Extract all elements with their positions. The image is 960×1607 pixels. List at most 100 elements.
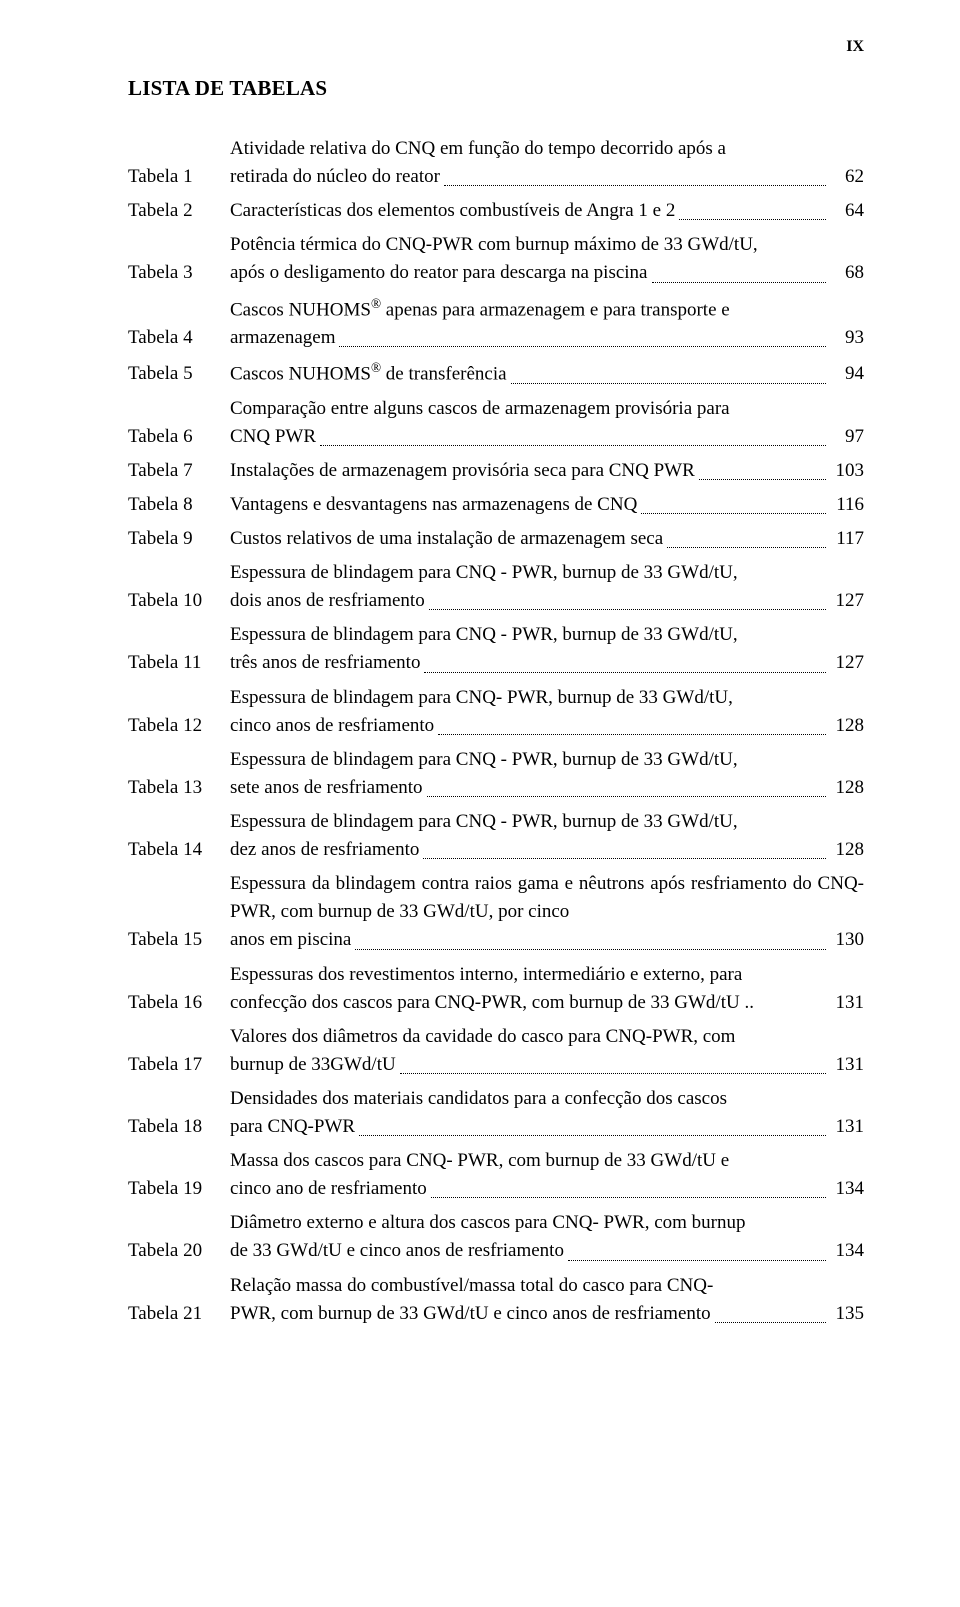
toc-entry: Tabela 5Cascos NUHOMS® de transferência 9… — [128, 358, 864, 388]
toc-entry: Tabela 21Relação massa do combustível/ma… — [128, 1272, 864, 1328]
toc-entry: Tabela 13Espessura de blindagem para CNQ… — [128, 746, 864, 802]
toc-entry-label: Tabela 21 — [128, 1300, 230, 1328]
toc-entry-text-tail: Características dos elementos combustíve… — [230, 197, 675, 225]
toc-entry-label: Tabela 4 — [128, 324, 230, 352]
toc-entry-text-tail: burnup de 33GWd/tU — [230, 1051, 396, 1079]
toc-entry-label: Tabela 10 — [128, 587, 230, 615]
toc-entry-last-line: Custos relativos de uma instalação de ar… — [230, 525, 864, 553]
toc-entry-description: Características dos elementos combustíve… — [230, 197, 864, 225]
toc-entry-label: Tabela 19 — [128, 1175, 230, 1203]
toc-entry-last-line: para CNQ-PWR131 — [230, 1113, 864, 1141]
toc-entry: Tabela 19Massa dos cascos para CNQ- PWR,… — [128, 1147, 864, 1203]
toc-entry: Tabela 14Espessura de blindagem para CNQ… — [128, 808, 864, 864]
toc-entry-last-line: dez anos de resfriamento 128 — [230, 836, 864, 864]
toc-entry-text-tail: dez anos de resfriamento — [230, 836, 419, 864]
toc-entry-text-leading: Espessuras dos revestimentos interno, in… — [230, 961, 864, 989]
toc-entry-last-line: cinco ano de resfriamento134 — [230, 1175, 864, 1203]
toc-entry-page: 94 — [830, 360, 864, 388]
toc-leader-dots — [438, 733, 826, 735]
toc-leader-dots — [339, 345, 826, 347]
toc-entry-description: Espessura de blindagem para CNQ - PWR, b… — [230, 621, 864, 677]
toc-entry-label: Tabela 12 — [128, 712, 230, 740]
toc-entry-label: Tabela 11 — [128, 649, 230, 677]
toc-entry-text-tail: para CNQ-PWR — [230, 1113, 355, 1141]
toc-leader-dots — [424, 671, 826, 673]
toc-entry-description: Espessura de blindagem para CNQ - PWR, b… — [230, 808, 864, 864]
toc-entry-page: 103 — [830, 457, 864, 485]
toc-entry-text-tail: retirada do núcleo do reator — [230, 163, 440, 191]
toc-entry-page: 128 — [830, 774, 864, 802]
toc-entry: Tabela 20Diâmetro externo e altura dos c… — [128, 1209, 864, 1265]
toc-entry-text-leading: Relação massa do combustível/massa total… — [230, 1272, 864, 1300]
document-page: IX LISTA DE TABELAS Tabela 1Atividade re… — [0, 0, 960, 1607]
toc-entry: Tabela 9Custos relativos de uma instalaç… — [128, 525, 864, 553]
toc-entry-description: Valores dos diâmetros da cavidade do cas… — [230, 1023, 864, 1079]
toc-entry-text-leading: Espessura da blindagem contra raios gama… — [230, 870, 864, 926]
toc-entry-page: 64 — [830, 197, 864, 225]
toc-entry: Tabela 17Valores dos diâmetros da cavida… — [128, 1023, 864, 1079]
toc-entry-text-leading: Espessura de blindagem para CNQ - PWR, b… — [230, 746, 864, 774]
toc-entry-last-line: PWR, com burnup de 33 GWd/tU e cinco ano… — [230, 1300, 864, 1328]
toc-entry-page: 116 — [830, 491, 864, 519]
toc-leader-dots — [320, 444, 826, 446]
toc-entry: Tabela 16Espessuras dos revestimentos in… — [128, 961, 864, 1017]
toc-entry-text-leading: Massa dos cascos para CNQ- PWR, com burn… — [230, 1147, 864, 1175]
toc-entry-description: Potência térmica do CNQ-PWR com burnup m… — [230, 231, 864, 287]
toc-leader-dots — [444, 184, 826, 186]
toc-leader-dots — [400, 1072, 826, 1074]
toc-entry-text-tail: Cascos NUHOMS® de transferência — [230, 358, 507, 388]
toc-entry-text-tail: Custos relativos de uma instalação de ar… — [230, 525, 663, 553]
toc-entry-label: Tabela 2 — [128, 197, 230, 225]
toc-entry-last-line: confecção dos cascos para CNQ-PWR, com b… — [230, 989, 864, 1017]
toc-entry: Tabela 10Espessura de blindagem para CNQ… — [128, 559, 864, 615]
toc-entry: Tabela 15Espessura da blindagem contra r… — [128, 870, 864, 954]
toc-leader-dots — [715, 1321, 826, 1323]
toc-entry-last-line: três anos de resfriamento127 — [230, 649, 864, 677]
toc-entry-description: Espessura de blindagem para CNQ- PWR, bu… — [230, 684, 864, 740]
toc-entry-label: Tabela 7 — [128, 457, 230, 485]
toc-entry-last-line: retirada do núcleo do reator62 — [230, 163, 864, 191]
toc-entry-page: 128 — [830, 712, 864, 740]
toc-entry-description: Espessuras dos revestimentos interno, in… — [230, 961, 864, 1017]
toc-entry-description: Relação massa do combustível/massa total… — [230, 1272, 864, 1328]
toc-entries: Tabela 1Atividade relativa do CNQ em fun… — [128, 135, 864, 1328]
toc-entry-page: 131 — [830, 1051, 864, 1079]
toc-leader-dots — [423, 857, 826, 859]
toc-entry-last-line: de 33 GWd/tU e cinco anos de resfriament… — [230, 1237, 864, 1265]
toc-entry-description: Instalações de armazenagem provisória se… — [230, 457, 864, 485]
toc-entry-last-line: armazenagem93 — [230, 324, 864, 352]
toc-leader-dots — [427, 795, 826, 797]
toc-leader-dots — [699, 478, 826, 480]
toc-entry-last-line: anos em piscina130 — [230, 926, 864, 954]
toc-entry-label: Tabela 17 — [128, 1051, 230, 1079]
toc-entry-page: 128 — [830, 836, 864, 864]
toc-entry-description: Espessura de blindagem para CNQ - PWR, b… — [230, 746, 864, 802]
toc-entry-text-leading: Atividade relativa do CNQ em função do t… — [230, 135, 864, 163]
toc-entry-description: Diâmetro externo e altura dos cascos par… — [230, 1209, 864, 1265]
toc-entry: Tabela 1Atividade relativa do CNQ em fun… — [128, 135, 864, 191]
toc-entry-label: Tabela 16 — [128, 989, 230, 1017]
toc-entry-description: Vantagens e desvantagens nas armazenagen… — [230, 491, 864, 519]
toc-leader-dots — [568, 1259, 826, 1261]
toc-entry-text-tail: sete anos de resfriamento — [230, 774, 423, 802]
page-number-roman: IX — [846, 38, 864, 56]
toc-entry-description: Massa dos cascos para CNQ- PWR, com burn… — [230, 1147, 864, 1203]
toc-entry-label: Tabela 6 — [128, 423, 230, 451]
toc-entry-last-line: sete anos de resfriamento 128 — [230, 774, 864, 802]
toc-entry-description: Custos relativos de uma instalação de ar… — [230, 525, 864, 553]
toc-entry-last-line: burnup de 33GWd/tU 131 — [230, 1051, 864, 1079]
toc-leader-dots — [667, 546, 826, 548]
toc-entry-description: Comparação entre alguns cascos de armaze… — [230, 395, 864, 451]
toc-entry-text-tail: após o desligamento do reator para desca… — [230, 259, 648, 287]
toc-entry-description: Atividade relativa do CNQ em função do t… — [230, 135, 864, 191]
toc-entry-label: Tabela 5 — [128, 360, 230, 388]
toc-entry-page: 127 — [830, 587, 864, 615]
toc-entry: Tabela 7Instalações de armazenagem provi… — [128, 457, 864, 485]
toc-entry-page: 134 — [830, 1237, 864, 1265]
toc-leader-dots — [429, 608, 826, 610]
toc-entry-page: 135 — [830, 1300, 864, 1328]
toc-entry-last-line: cinco anos de resfriamento128 — [230, 712, 864, 740]
toc-entry-last-line: Cascos NUHOMS® de transferência 94 — [230, 358, 864, 388]
toc-leader-dots — [511, 382, 826, 384]
toc-entry-page: 93 — [830, 324, 864, 352]
